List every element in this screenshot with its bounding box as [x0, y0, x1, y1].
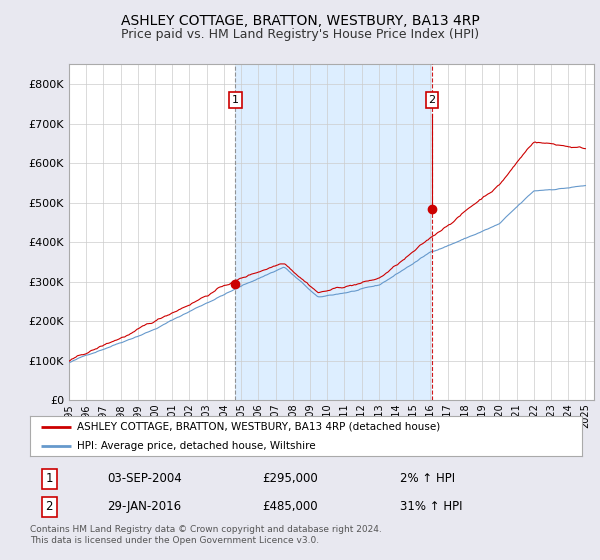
Text: HPI: Average price, detached house, Wiltshire: HPI: Average price, detached house, Wilt… [77, 441, 316, 451]
Bar [235, 64, 432, 400]
Text: 2: 2 [46, 500, 53, 514]
Text: ASHLEY COTTAGE, BRATTON, WESTBURY, BA13 4RP: ASHLEY COTTAGE, BRATTON, WESTBURY, BA13 … [121, 14, 479, 28]
Text: Contains HM Land Registry data © Crown copyright and database right 2024.
This d: Contains HM Land Registry data © Crown c… [30, 525, 382, 545]
Text: £295,000: £295,000 [262, 472, 317, 486]
Text: £485,000: £485,000 [262, 500, 317, 514]
Text: ASHLEY COTTAGE, BRATTON, WESTBURY, BA13 4RP (detached house): ASHLEY COTTAGE, BRATTON, WESTBURY, BA13 … [77, 422, 440, 432]
Text: 1: 1 [232, 95, 239, 105]
Text: 29-JAN-2016: 29-JAN-2016 [107, 500, 181, 514]
Text: 2% ↑ HPI: 2% ↑ HPI [400, 472, 455, 486]
Text: 03-SEP-2004: 03-SEP-2004 [107, 472, 182, 486]
Text: 2: 2 [428, 95, 436, 105]
Text: 31% ↑ HPI: 31% ↑ HPI [400, 500, 463, 514]
Text: 1: 1 [46, 472, 53, 486]
Text: Price paid vs. HM Land Registry's House Price Index (HPI): Price paid vs. HM Land Registry's House … [121, 28, 479, 41]
